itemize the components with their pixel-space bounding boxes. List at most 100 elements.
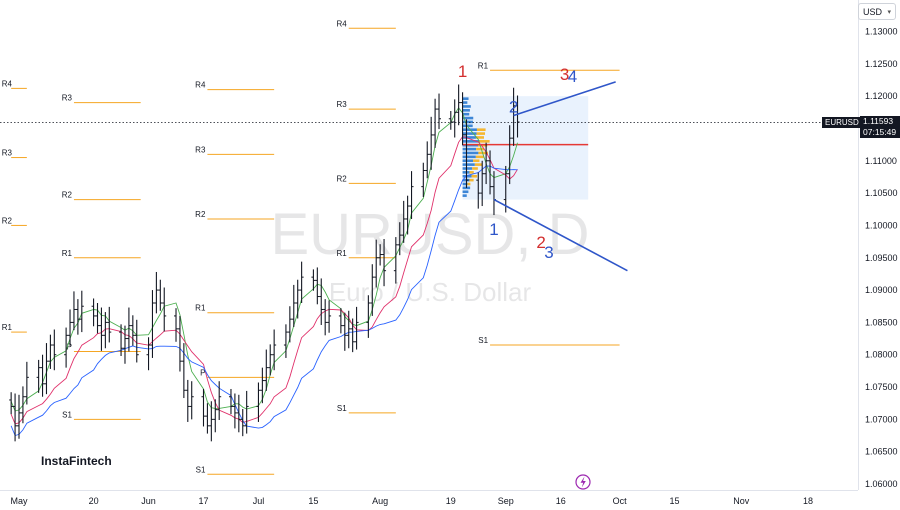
ohlc-bar (217, 381, 222, 421)
ohlc-bar (480, 160, 485, 207)
wave-label: 3 (560, 65, 569, 84)
ohlc-bar (315, 267, 320, 305)
ohlc-bar (236, 394, 241, 433)
ohlc-bar (456, 84, 461, 126)
pivot-label: P (67, 342, 72, 351)
x-tick-label: 19 (446, 496, 456, 506)
ohlc-bar (295, 279, 300, 319)
ohlc-bar (162, 287, 167, 332)
ohlc-bar (24, 361, 29, 405)
profile-bar-highlight (469, 171, 474, 174)
ohlc-bar (75, 299, 80, 335)
profile-bar (462, 163, 475, 166)
pivot-label: R3 (62, 94, 73, 103)
ohlc-bar (244, 390, 249, 434)
ohlc-bar (354, 306, 359, 350)
ohlc-bar (79, 290, 84, 333)
last-price-tag: 1.11593 07:15:49 (860, 116, 900, 138)
ohlc-bar (107, 306, 112, 343)
ohlc-bar (507, 125, 512, 185)
profile-bar-highlight (474, 163, 483, 166)
ohlc-bar (36, 359, 41, 393)
x-tick-label: Nov (733, 496, 750, 506)
ohlc-bar (201, 388, 206, 427)
ohlc-bar (476, 172, 481, 209)
profile-bar (462, 167, 473, 170)
wave-label: 2 (536, 233, 545, 252)
pivot-label: R1 (2, 323, 13, 332)
pivot-label: R4 (2, 79, 13, 88)
ohlc-bar (323, 299, 328, 336)
drawings (493, 81, 628, 272)
ohlc-bar (95, 303, 100, 334)
profile-bar (462, 112, 470, 116)
price-bars (9, 84, 520, 442)
price-axis[interactable]: 1.130001.125001.120001.115001.110001.105… (865, 27, 898, 490)
profile-bar (462, 155, 476, 159)
y-tick-label: 1.13000 (865, 27, 898, 37)
profile-bar (462, 105, 471, 108)
profile-bar (462, 124, 473, 128)
ohlc-bar (421, 162, 426, 197)
pivot-label: R1 (62, 249, 73, 258)
ohlc-bar (401, 200, 406, 243)
currency-dropdown[interactable]: USD ▾ (858, 3, 896, 20)
profile-bar-highlight (476, 147, 485, 151)
pivot-label: R2 (2, 216, 13, 225)
trendline[interactable] (493, 198, 628, 272)
ohlc-bar (150, 290, 155, 358)
ohlc-bar (134, 319, 139, 363)
time-axis[interactable]: May 20 Jun 17 Jul 15 Aug 19 Sep 16 Oct 15 Nov 18 (10, 496, 813, 506)
profile-bar-highlight (471, 174, 478, 178)
ohlc-bar (146, 337, 151, 371)
ma-fast-line (10, 107, 518, 412)
pivot-label: R1 (195, 304, 206, 313)
ohlc-bar (71, 291, 76, 331)
profile-bar (462, 136, 476, 139)
bar-countdown: 07:15:49 (863, 126, 897, 137)
profile-bar (462, 101, 468, 104)
ohlc-bar (460, 92, 465, 146)
ohlc-bar (103, 312, 108, 349)
ohlc-bar (515, 95, 520, 138)
y-tick-label: 1.12500 (865, 59, 898, 69)
y-tick-label: 1.06000 (865, 479, 898, 489)
ohlc-bar (370, 264, 375, 316)
ohlc-bar (393, 237, 398, 284)
ohlc-bar (122, 325, 127, 364)
ohlc-bar (20, 386, 25, 424)
ohlc-bar (213, 399, 218, 433)
watermark-description: Euro / U.S. Dollar (329, 277, 532, 307)
ohlc-bar (327, 300, 332, 333)
ohlc-bar (437, 93, 442, 130)
lightning-icon[interactable] (575, 474, 591, 490)
x-tick-label: 17 (198, 496, 208, 506)
ohlc-bar (40, 354, 45, 397)
profile-bar (462, 159, 474, 163)
profile-bar-highlight (467, 182, 471, 186)
pivot-label: S1 (337, 404, 347, 413)
y-tick-label: 1.07000 (865, 414, 898, 424)
ohlc-bar (511, 87, 516, 146)
pivot-label: R4 (195, 81, 206, 90)
y-tick-label: 1.07500 (865, 382, 898, 392)
pivot-label: R4 (336, 19, 347, 28)
ohlc-bar (154, 271, 159, 314)
ohlc-bar (397, 222, 402, 256)
ohlc-bar (464, 119, 469, 188)
x-tick-label: 20 (89, 496, 99, 506)
x-tick-label: Jul (253, 496, 265, 506)
ohlc-bar (338, 308, 343, 334)
ohlc-bar (366, 295, 371, 338)
moving-averages (10, 107, 518, 437)
x-tick-label: Aug (372, 496, 388, 506)
ohlc-bar (232, 393, 237, 429)
pivot-label: R3 (195, 145, 206, 154)
trendline[interactable] (513, 81, 616, 117)
y-tick-label: 1.12000 (865, 91, 898, 101)
pivot-label: R2 (195, 210, 206, 219)
ohlc-bar (287, 306, 292, 343)
y-tick-label: 1.06500 (865, 447, 898, 457)
ohlc-bar (448, 111, 453, 130)
